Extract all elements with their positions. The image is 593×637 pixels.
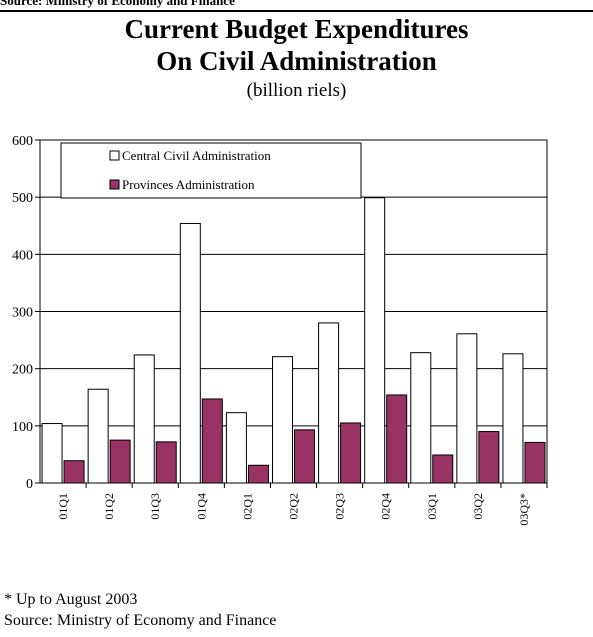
bar-provinces-01Q1 — [63, 460, 85, 484]
bar-provinces-03Q3* — [524, 441, 546, 484]
y-tick-label: 100 — [12, 420, 33, 435]
bar-central-01Q1 — [41, 423, 63, 484]
legend-label-provinces: Provinces Administration — [122, 177, 255, 192]
legend-swatch-central — [109, 150, 120, 161]
bar-central-03Q3* — [502, 353, 524, 484]
x-tick-label: 01Q1 — [56, 493, 70, 520]
footnote: * Up to August 2003 — [4, 591, 138, 608]
bar-central-02Q2 — [272, 356, 293, 484]
legend-label-central: Central Civil Administration — [122, 148, 271, 163]
x-tick-label: 01Q3 — [148, 493, 162, 520]
y-tick-label: 200 — [12, 363, 33, 378]
bar-provinces-02Q4 — [386, 394, 408, 484]
x-tick-label: 01Q4 — [194, 493, 208, 520]
x-tick-label: 03Q2 — [471, 493, 485, 520]
bar-provinces-01Q2 — [109, 439, 131, 484]
y-tick-label: 500 — [12, 191, 33, 206]
chart-title-line2: On Civil Administration — [156, 46, 437, 76]
source-note: Source: Ministry of Economy and Finance — [4, 612, 277, 629]
bar-central-01Q2 — [87, 388, 109, 484]
x-tick-label: 02Q3 — [333, 493, 347, 520]
bar-provinces-01Q4 — [201, 398, 223, 484]
y-tick-label: 300 — [12, 306, 33, 321]
bar-central-03Q1 — [410, 352, 432, 484]
bar-provinces-01Q3 — [155, 441, 177, 484]
bar-central-02Q3 — [318, 322, 340, 484]
legend-swatch-provinces — [109, 179, 120, 190]
x-tick-label: 01Q2 — [102, 493, 116, 520]
top-divider — [0, 10, 593, 12]
chart-title-line1: Current Budget Expenditures — [124, 14, 469, 44]
budget-bar-chart: 0 100 200 300 400 500 600 01Q1 01Q2 01Q3 01Q4 02Q1 0… — [12, 134, 548, 526]
x-tick-label: 02Q2 — [287, 493, 301, 520]
bar-central-02Q1 — [225, 412, 247, 484]
top-source-text: Source: Ministry of Economy and Finance — [0, 0, 235, 8]
x-tick-label: 03Q1 — [425, 493, 439, 520]
chart-subtitle: (billion riels) — [246, 80, 347, 101]
bar-central-03Q2 — [456, 333, 478, 484]
bar-central-01Q3 — [133, 354, 155, 484]
y-tick-label: 0 — [26, 477, 33, 492]
bar-provinces-03Q1 — [432, 454, 454, 484]
bar-central-01Q4 — [179, 222, 201, 484]
y-tick-label: 600 — [12, 134, 33, 149]
bar-provinces-02Q1 — [247, 464, 269, 484]
bar-provinces-02Q3 — [340, 422, 362, 484]
x-tick-label: 02Q1 — [240, 493, 254, 520]
bar-central-02Q4 — [364, 197, 386, 484]
x-tick-label: 02Q4 — [379, 493, 393, 520]
x-tick-label: 03Q3* — [517, 493, 531, 526]
bar-provinces-03Q2 — [478, 431, 500, 484]
y-tick-label: 400 — [12, 248, 33, 263]
bar-provinces-02Q2 — [294, 429, 315, 484]
